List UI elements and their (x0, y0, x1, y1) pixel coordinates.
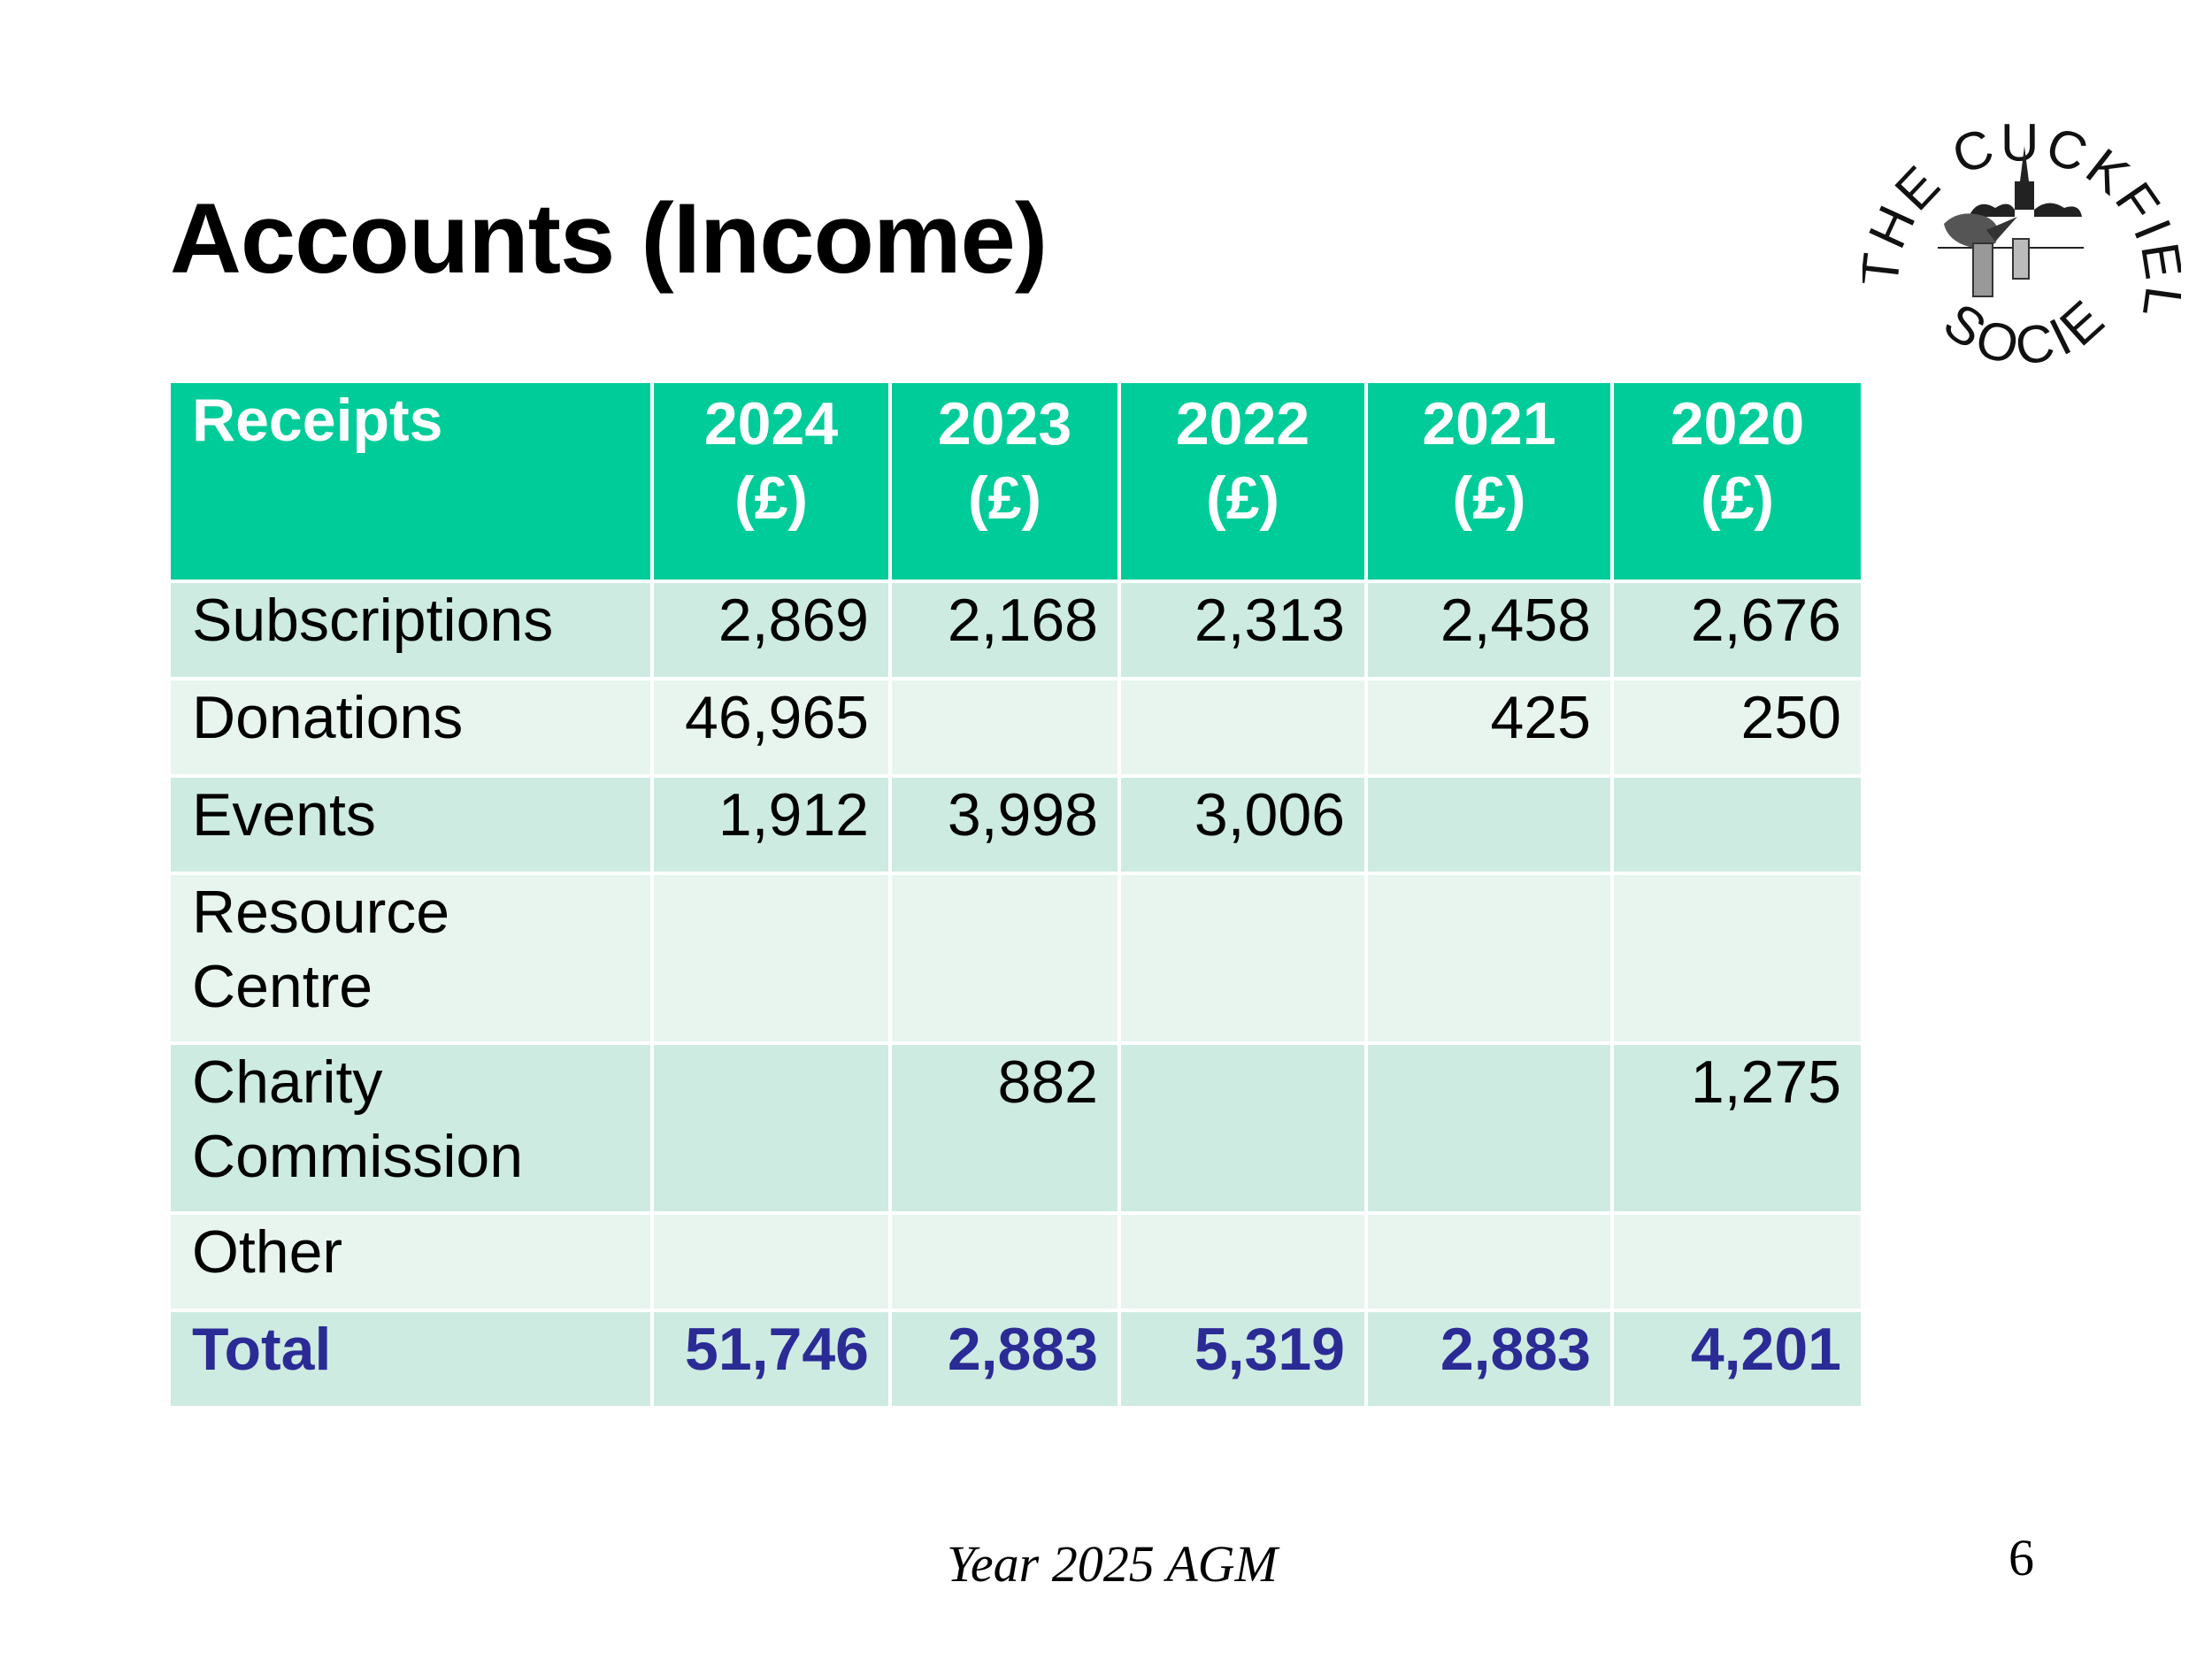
total-label: Total (167, 1309, 654, 1409)
row-label: Subscriptions (167, 580, 654, 680)
table-cell: 250 (1610, 677, 1864, 778)
bird-church-emblem-icon (1938, 146, 2084, 297)
table-cell (1118, 677, 1368, 778)
table-cell (1118, 1041, 1368, 1215)
table-cell: 46,965 (650, 677, 892, 778)
table-cell: 882 (888, 1041, 1121, 1215)
year-header-2020: 2020 (£) (1610, 380, 1864, 583)
table-row-donations: Donations 46,965 425 250 (167, 677, 1864, 778)
table-header-row: Receipts 2024 (£) 2023 (£) 2022 (£) 2021 (£)… (167, 380, 1864, 583)
table-cell: 2,869 (650, 580, 892, 680)
table-row-total: Total 51,746 2,883 5,319 2,883 4,201 (167, 1309, 1864, 1409)
total-cell: 4,201 (1610, 1309, 1864, 1409)
total-cell: 2,883 (888, 1309, 1121, 1409)
table-cell (1364, 1211, 1614, 1312)
table-cell: 2,168 (888, 580, 1121, 680)
table-cell (650, 1211, 892, 1312)
table-cell: 2,313 (1118, 580, 1368, 680)
slide-title: Accounts (Income) (170, 183, 1048, 294)
year-header-2022: 2022 (£) (1118, 380, 1368, 583)
row-label: Charity Commission (167, 1041, 654, 1215)
table-cell: 2,458 (1364, 580, 1614, 680)
table-cell: 1,275 (1610, 1041, 1864, 1215)
row-label: Donations (167, 677, 654, 778)
income-table: Receipts 2024 (£) 2023 (£) 2022 (£) 2021 (£)… (167, 380, 1864, 1409)
total-cell: 51,746 (650, 1309, 892, 1409)
table-cell (1610, 872, 1864, 1045)
table-cell (888, 872, 1121, 1045)
row-label: Other (167, 1211, 654, 1312)
total-cell: 2,883 (1364, 1309, 1614, 1409)
row-label: Events (167, 774, 654, 875)
table-row-resource-centre: Resource Centre (167, 872, 1864, 1045)
table-row-other: Other (167, 1211, 1864, 1312)
table-row-events: Events 1,912 3,998 3,006 (167, 774, 1864, 875)
slide-footer: Year 2025 AGM (947, 1535, 1278, 1593)
year-header-2023: 2023 (£) (888, 380, 1121, 583)
year-header-2021: 2021 (£) (1364, 380, 1614, 583)
cuckfield-society-logo: THE CUCKFIELD SOCIETY (1863, 84, 2181, 377)
table-cell (1118, 872, 1368, 1045)
table-cell: 1,912 (650, 774, 892, 875)
table-cell: 425 (1364, 677, 1614, 778)
year-header-2024: 2024 (£) (650, 380, 892, 583)
table-cell (888, 1211, 1121, 1312)
table-cell (650, 872, 892, 1045)
table-cell: 3,998 (888, 774, 1121, 875)
table-cell (1364, 1041, 1614, 1215)
table-row-subscriptions: Subscriptions 2,869 2,168 2,313 2,458 2,… (167, 580, 1864, 680)
table-cell (1118, 1211, 1368, 1312)
table-cell (1364, 774, 1614, 875)
table-cell: 2,676 (1610, 580, 1864, 680)
table-cell (650, 1041, 892, 1215)
table-cell (888, 677, 1121, 778)
receipts-header: Receipts (167, 380, 654, 583)
page-number: 6 (2008, 1529, 2034, 1586)
table-cell (1610, 774, 1864, 875)
total-cell: 5,319 (1118, 1309, 1368, 1409)
row-label: Resource Centre (167, 872, 654, 1045)
table-row-charity-commission: Charity Commission 882 1,275 (167, 1041, 1864, 1215)
table-cell (1364, 872, 1614, 1045)
table-cell: 3,006 (1118, 774, 1368, 875)
table-cell (1610, 1211, 1864, 1312)
